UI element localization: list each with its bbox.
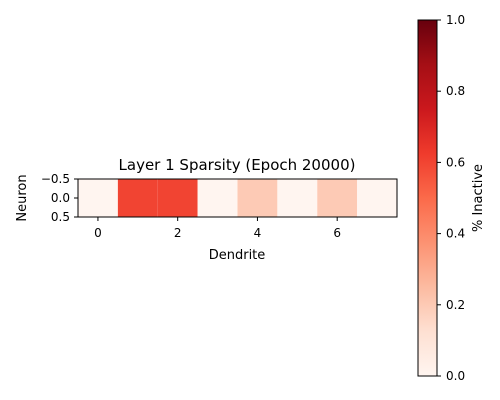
colorbar-tick-label: 0.6 [446,155,465,169]
x-tick-label: 0 [94,226,102,240]
colorbar-tick-label: 0.2 [446,298,465,312]
x-axis-label: Dendrite [209,248,266,263]
heatmap-cell [277,179,318,217]
chart-title: Layer 1 Sparsity (Epoch 20000) [119,156,356,174]
heatmap-cell [157,179,198,217]
colorbar-ticks: 0.0 0.2 0.4 0.6 0.8 1.0 [437,13,465,383]
y-axis-ticks: −0.5 0.0 0.5 [41,172,78,224]
colorbar-tick-label: 0.0 [446,369,465,383]
colorbar-tick-label: 0.4 [446,227,465,241]
heatmap-cell [78,179,118,217]
y-tick-label: 0.5 [51,210,70,224]
x-axis-ticks: 0 2 4 6 [94,217,341,240]
heatmap-cell [197,179,238,217]
heatmap-cell [117,179,158,217]
y-tick-label: 0.0 [51,191,70,205]
heatmap-cell [237,179,278,217]
x-tick-label: 4 [254,226,262,240]
heatmap-cells [78,179,397,217]
x-tick-label: 2 [174,226,182,240]
heatmap-cell [317,179,358,217]
y-tick-label: −0.5 [41,172,70,186]
colorbar-tick-label: 1.0 [446,13,465,27]
colorbar-tick-label: 0.8 [446,84,465,98]
colorbar-label: % Inactive [471,164,486,232]
colorbar [417,19,438,377]
x-tick-label: 6 [333,226,341,240]
y-axis-label: Neuron [15,174,30,221]
heatmap-cell [357,179,397,217]
